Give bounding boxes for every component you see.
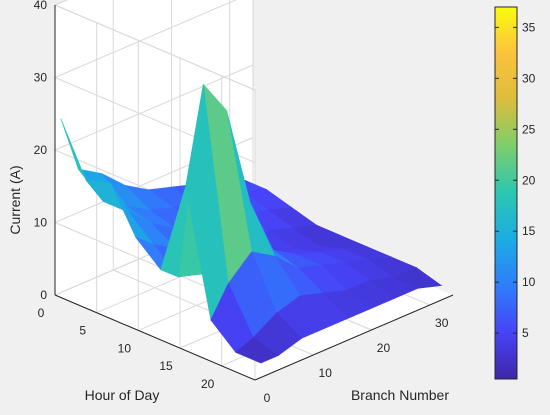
axes-lines [54, 5, 454, 381]
tick-label: 40 [34, 0, 48, 12]
tick-label: 20 [377, 341, 391, 355]
colorbar-tick-label: 20 [522, 173, 536, 187]
x-axis-label: Branch Number [351, 387, 449, 403]
tick-label: 20 [201, 377, 215, 391]
tick-label: 0 [40, 288, 47, 302]
colorbar-tick-label: 35 [522, 20, 536, 34]
grid-line [54, 64, 254, 151]
tick-label: 10 [34, 216, 48, 230]
tick-label: 10 [319, 366, 333, 380]
axis-line [254, 294, 454, 381]
grid-line [54, 0, 237, 78]
tick-label: 20 [34, 143, 48, 157]
tick-label: 15 [159, 359, 173, 373]
axis-line [54, 294, 256, 381]
tick-label: 5 [79, 324, 86, 338]
grid-line [54, 4, 256, 91]
tick-label: 30 [435, 316, 449, 330]
surface-patch [235, 337, 279, 364]
colorbar-tick-label: 25 [522, 122, 536, 136]
colorbar-tick-label: 30 [522, 71, 536, 85]
colorbar-tick-label: 10 [522, 275, 536, 289]
colorbar-gradient [494, 6, 518, 380]
colorbar: 5 10 15 20 25 30 35 [494, 6, 536, 380]
tick-labels: 0 10 20 30 40 0 5 10 15 20 0 10 20 30 [34, 0, 449, 405]
colorbar-ticks: 5 10 15 20 25 30 35 [495, 20, 536, 340]
colorbar-tick-label: 5 [522, 326, 529, 340]
surface-mesh [60, 83, 443, 364]
tick-label: 10 [118, 341, 132, 355]
colorbar-tick-label: 15 [522, 224, 536, 238]
z-axis-label: Current (A) [7, 165, 23, 234]
y-axis-label: Hour of Day [85, 387, 160, 403]
tick-label: 0 [38, 306, 45, 320]
tick-label: 0 [264, 391, 271, 405]
tick-label: 30 [34, 71, 48, 85]
